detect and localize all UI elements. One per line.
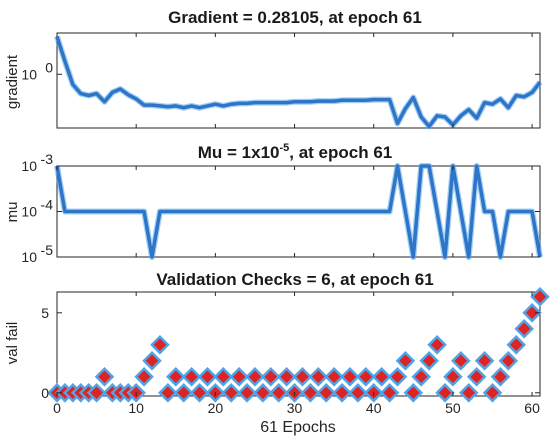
val-fail-point bbox=[379, 383, 400, 403]
y-tick-exponent: 0 bbox=[45, 59, 53, 75]
val-fail-point bbox=[387, 367, 408, 387]
val-fail-point bbox=[506, 335, 527, 355]
x-tick-label: 10 bbox=[128, 400, 144, 416]
gradient-ticks: 10 0 bbox=[21, 33, 540, 128]
gradient-title: Gradient = 0.28105, at epoch 61 bbox=[168, 8, 422, 27]
mu-panel: Mu = 1x10-5, at epoch 61 10-310-410-5 mu bbox=[4, 142, 543, 265]
val-fail-point bbox=[245, 367, 265, 387]
x-tick-label: 50 bbox=[445, 400, 461, 416]
series-line bbox=[55, 35, 542, 129]
gradient-panel: Gradient = 0.28105, at epoch 61 10 0 grad… bbox=[4, 8, 543, 130]
val-xlabel: 61 Epochs bbox=[260, 419, 336, 436]
val-fail-point bbox=[316, 383, 336, 403]
val-fail-point bbox=[213, 367, 234, 387]
val-fail-point bbox=[300, 383, 321, 403]
val-fail-point bbox=[308, 367, 329, 387]
mu-plot-area bbox=[54, 163, 543, 260]
val-fail-point bbox=[419, 351, 439, 371]
val-fail-point bbox=[221, 383, 241, 403]
val-fail-point bbox=[458, 383, 479, 403]
val-fail-point bbox=[229, 367, 249, 387]
val-fail-point bbox=[466, 367, 487, 387]
val-fail-point bbox=[189, 383, 210, 403]
x-tick-label: 40 bbox=[366, 400, 382, 416]
val-title: Validation Checks = 6, at epoch 61 bbox=[156, 270, 433, 289]
val-fail-point bbox=[197, 367, 218, 387]
gradient-plot-area bbox=[54, 35, 543, 130]
y-tick-label: 10 bbox=[21, 204, 37, 220]
val-fail-point bbox=[435, 383, 455, 403]
val-fail-point bbox=[348, 383, 368, 403]
val-fail-point bbox=[142, 351, 162, 371]
val-ylabel: val fail bbox=[4, 322, 21, 365]
val-fail-point bbox=[181, 367, 202, 387]
val-fail-point bbox=[530, 287, 550, 307]
val-fail-point bbox=[514, 319, 534, 339]
x-tick-label: 20 bbox=[208, 400, 224, 416]
val-fail-point bbox=[411, 367, 431, 387]
val-fail-point bbox=[490, 367, 511, 387]
gradient-ylabel: gradient bbox=[4, 54, 21, 109]
y-tick-exponent: -3 bbox=[41, 151, 54, 167]
mu-title-base: Mu = 1x10 bbox=[198, 143, 280, 162]
mu-title: Mu = 1x10-5, at epoch 61 bbox=[198, 142, 393, 162]
val-fail-point bbox=[158, 383, 178, 403]
val-fail-point bbox=[482, 383, 503, 403]
x-tick-label: 0 bbox=[53, 400, 61, 416]
val-fail-point bbox=[173, 383, 194, 403]
val-fail-point bbox=[86, 383, 107, 403]
val-fail-point bbox=[332, 383, 352, 403]
val-fail-point bbox=[166, 367, 186, 387]
mu-title-tail: , at epoch 61 bbox=[289, 143, 392, 162]
val-fail-point bbox=[268, 383, 289, 403]
val-fail-point bbox=[94, 367, 115, 387]
val-fail-point bbox=[261, 367, 281, 387]
val-fail-point bbox=[427, 335, 447, 355]
val-fail-point bbox=[150, 335, 170, 355]
val-plot-area bbox=[47, 287, 550, 403]
mu-ylabel: mu bbox=[4, 202, 21, 223]
val-fail-point bbox=[451, 351, 471, 371]
y-tick-label: 0 bbox=[41, 385, 49, 401]
mu-title-exponent: -5 bbox=[279, 142, 289, 154]
val-fail-point bbox=[276, 367, 297, 387]
val-fail-point bbox=[134, 367, 154, 387]
series-line bbox=[55, 164, 542, 259]
y-tick-label: 5 bbox=[41, 305, 49, 321]
gradient-axes bbox=[56, 32, 541, 129]
y-tick-label: 10 bbox=[21, 158, 37, 174]
val-fail-point bbox=[237, 383, 257, 403]
val-ticks: 050 10 20 30 40 50 60 bbox=[41, 292, 540, 416]
x-tick-label: 30 bbox=[287, 400, 303, 416]
y-tick-exponent: -4 bbox=[41, 197, 54, 213]
val-fail-point bbox=[371, 367, 392, 387]
val-fail-point bbox=[395, 351, 416, 371]
y-tick-label: 10 bbox=[21, 249, 37, 265]
y-tick-exponent: -5 bbox=[41, 242, 54, 258]
val-fail-point bbox=[522, 303, 542, 323]
val-fail-point bbox=[340, 367, 360, 387]
val-fail-point bbox=[474, 351, 495, 371]
val-fail-point bbox=[356, 367, 376, 387]
val-fail-point bbox=[403, 383, 424, 403]
val-fail-point bbox=[253, 383, 273, 403]
val-fail-point bbox=[324, 367, 344, 387]
x-tick-label: 60 bbox=[524, 400, 540, 416]
val-fail-point bbox=[292, 367, 313, 387]
y-tick-label: 10 bbox=[21, 66, 37, 82]
val-fail-point bbox=[498, 351, 519, 371]
mu-ticks: 10-310-410-5 bbox=[21, 151, 540, 265]
val-fail-point bbox=[443, 367, 463, 387]
val-panel: Validation Checks = 6, at epoch 61 050 10… bbox=[4, 270, 550, 436]
